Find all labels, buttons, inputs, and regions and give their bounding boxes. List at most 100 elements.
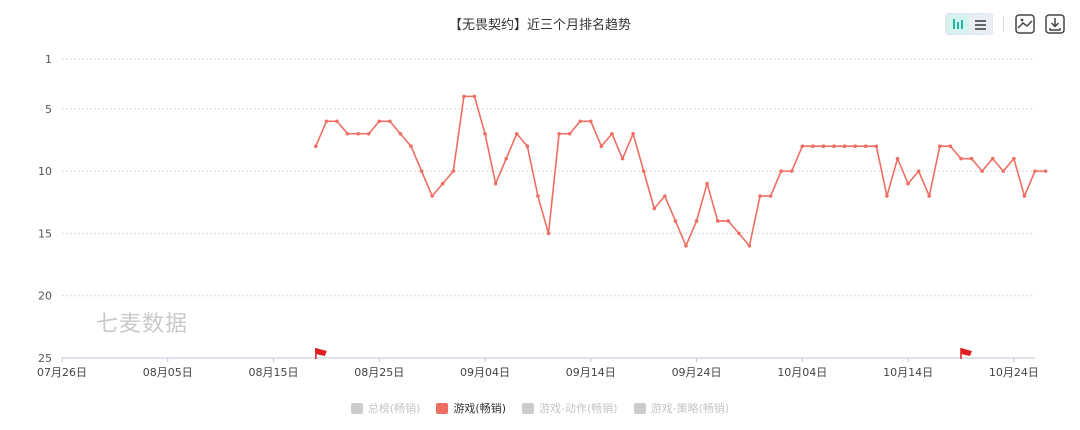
data-point[interactable]	[1043, 169, 1048, 173]
data-point[interactable]	[969, 156, 974, 161]
data-point[interactable]	[684, 244, 688, 248]
legend-item[interactable]: 游戏-策略(畅销)	[633, 400, 729, 416]
data-point[interactable]	[779, 169, 783, 173]
data-point[interactable]	[747, 244, 752, 248]
data-point[interactable]	[821, 144, 826, 149]
x-tick-label: 09月14日	[566, 366, 616, 379]
data-point[interactable]	[567, 131, 572, 136]
data-point[interactable]	[990, 156, 995, 161]
legend-swatch	[436, 402, 449, 414]
y-tick-label: 5	[45, 103, 52, 116]
legend-item[interactable]: 游戏(畅销)	[436, 400, 506, 416]
data-point[interactable]	[589, 119, 593, 124]
view-toggle[interactable]	[945, 13, 993, 35]
data-point[interactable]	[514, 131, 519, 136]
data-point[interactable]	[726, 219, 731, 223]
watermark: 七麦数据	[96, 312, 189, 337]
data-point[interactable]	[377, 119, 382, 124]
data-point[interactable]	[578, 119, 583, 124]
legend-item[interactable]: 总榜(畅销)	[350, 400, 420, 416]
data-point[interactable]	[1001, 169, 1006, 173]
x-tick-label: 08月05日	[143, 366, 193, 379]
data-point[interactable]	[758, 194, 762, 198]
data-point[interactable]	[959, 156, 963, 161]
save-image-button[interactable]	[1014, 13, 1036, 35]
data-point[interactable]	[335, 119, 339, 124]
data-point[interactable]	[398, 131, 403, 136]
data-point[interactable]	[980, 169, 984, 173]
flag-marker[interactable]	[960, 348, 972, 359]
data-point[interactable]	[610, 131, 614, 136]
download-button[interactable]	[1044, 13, 1066, 35]
data-point[interactable]	[853, 144, 858, 149]
data-point[interactable]	[948, 144, 953, 149]
data-point[interactable]	[504, 156, 508, 161]
data-point[interactable]	[811, 144, 815, 149]
data-point[interactable]	[345, 131, 350, 136]
data-point[interactable]	[388, 119, 392, 124]
data-point[interactable]	[673, 219, 678, 223]
data-point[interactable]	[324, 119, 329, 124]
data-point[interactable]	[557, 131, 561, 136]
toolbar-divider	[1003, 16, 1004, 32]
data-point[interactable]	[885, 194, 889, 198]
data-point[interactable]	[546, 231, 551, 236]
data-point[interactable]	[462, 94, 466, 99]
data-point[interactable]	[356, 131, 360, 136]
x-tick-label: 10月04日	[777, 366, 827, 379]
data-point[interactable]	[440, 181, 445, 186]
data-point[interactable]	[366, 131, 371, 136]
data-point[interactable]	[536, 194, 540, 198]
save-image-icon	[1015, 14, 1035, 34]
list-view-icon	[975, 20, 986, 30]
data-point[interactable]	[1012, 156, 1016, 161]
legend-swatch	[633, 402, 646, 414]
x-tick-label: 07月26日	[37, 366, 87, 379]
data-point[interactable]	[832, 144, 836, 149]
data-point[interactable]	[694, 219, 699, 223]
x-tick-label: 09月24日	[672, 366, 722, 379]
data-point[interactable]	[768, 194, 773, 198]
data-point[interactable]	[641, 169, 646, 173]
data-point[interactable]	[938, 144, 942, 149]
data-point[interactable]	[874, 144, 879, 149]
data-point[interactable]	[906, 181, 910, 186]
data-point[interactable]	[430, 194, 434, 198]
flag-marker[interactable]	[315, 348, 327, 359]
data-point[interactable]	[314, 144, 318, 149]
data-point[interactable]	[916, 169, 921, 173]
data-point[interactable]	[493, 181, 498, 186]
y-tick-label: 10	[38, 165, 52, 178]
data-point[interactable]	[789, 169, 794, 173]
data-point[interactable]	[451, 169, 456, 173]
legend-swatch	[350, 402, 363, 414]
data-point[interactable]	[927, 194, 932, 198]
data-point[interactable]	[800, 144, 805, 149]
series-line	[315, 95, 1046, 247]
data-point[interactable]	[715, 219, 720, 223]
data-point[interactable]	[705, 181, 709, 186]
data-point[interactable]	[631, 131, 635, 136]
data-point[interactable]	[895, 156, 900, 161]
data-point[interactable]	[663, 194, 667, 198]
data-point[interactable]	[863, 144, 868, 149]
data-point[interactable]	[419, 169, 424, 173]
data-point[interactable]	[472, 94, 477, 99]
data-point[interactable]	[652, 206, 657, 211]
data-point[interactable]	[483, 131, 487, 136]
data-point[interactable]	[599, 144, 604, 149]
data-point[interactable]	[842, 144, 847, 149]
bar-view-button[interactable]	[946, 14, 969, 34]
data-point[interactable]	[1022, 194, 1027, 198]
data-point[interactable]	[1033, 169, 1037, 173]
y-tick-label: 25	[38, 352, 52, 365]
legend-label: 游戏-动作(畅销)	[539, 402, 618, 415]
data-point[interactable]	[620, 156, 625, 161]
data-point[interactable]	[525, 144, 530, 149]
data-point[interactable]	[737, 231, 741, 236]
download-icon	[1045, 14, 1065, 34]
data-point[interactable]	[409, 144, 413, 149]
list-view-button[interactable]	[970, 14, 993, 34]
legend-item[interactable]: 游戏-动作(畅销)	[522, 400, 618, 416]
